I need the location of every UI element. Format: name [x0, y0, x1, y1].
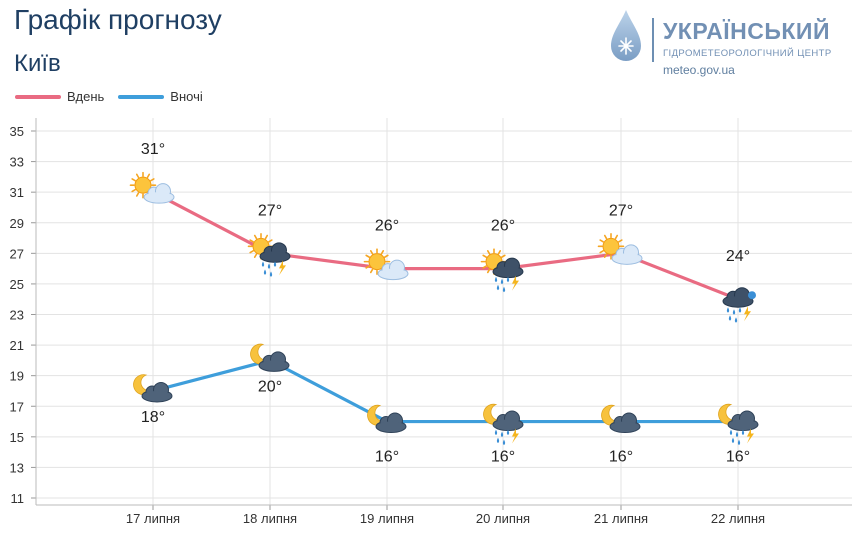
storm-cloud-icon	[259, 242, 291, 263]
y-tick-label: 27	[10, 246, 24, 261]
y-tick-label: 15	[10, 430, 24, 445]
rain-drops-icon	[729, 428, 754, 446]
sun-cloud-icon	[129, 171, 175, 204]
night-storm-cloud-icon	[492, 410, 524, 432]
chart-axes: 11 13 15 17 19 21 23 25 27 29 31 33 35 17 липня 18 лип…	[10, 118, 852, 526]
y-tick-label: 31	[10, 185, 24, 200]
data-label-night: 16°	[726, 449, 750, 466]
rain-drops-icon	[494, 275, 519, 293]
y-tick-label: 17	[10, 399, 24, 414]
data-label-day: 26°	[375, 218, 399, 235]
moon-cloud-icon	[250, 343, 290, 372]
sun-cloud-icon	[597, 233, 643, 265]
chart-grid	[36, 118, 852, 505]
x-tick-label: 21 липня	[594, 511, 648, 526]
moon-storm-rain-icon	[718, 403, 759, 446]
y-tick-label: 23	[10, 308, 24, 323]
night-cloud-icon	[375, 412, 407, 434]
rain-drops-icon	[261, 260, 286, 277]
data-label-day: 24°	[726, 248, 750, 265]
data-label-night: 16°	[491, 449, 515, 466]
y-tick-label: 21	[10, 338, 24, 353]
chart-legend: Вдень Вночі	[15, 89, 203, 104]
data-label-night: 16°	[609, 449, 633, 466]
moon-cloud-icon	[367, 404, 407, 434]
y-tick-label: 25	[10, 277, 24, 292]
y-tick-label: 35	[10, 124, 24, 139]
logo-line2: ГІДРОМЕТЕОРОЛОГІЧНИЙ ЦЕНТР	[663, 48, 832, 59]
y-tick-label: 13	[10, 460, 24, 475]
chart-weather-icons	[129, 171, 759, 446]
x-tick-label: 20 липня	[476, 511, 530, 526]
data-label-night: 18°	[141, 409, 165, 426]
moon-cloud-icon	[133, 374, 173, 403]
x-tick-label: 18 липня	[243, 511, 297, 526]
storm-cloud-icon	[722, 287, 754, 308]
series-line-night	[151, 358, 740, 424]
legend-label-night: Вночі	[170, 89, 203, 104]
rain-drops-icon	[494, 428, 519, 446]
hydromet-logo[interactable]: УКРАЇНСЬКИЙ ГІДРОМЕТЕОРОЛОГІЧНИЙ ЦЕНТР m…	[608, 6, 852, 78]
x-tick-label: 17 липня	[126, 511, 180, 526]
rain-drops-icon	[726, 306, 751, 323]
night-cloud-icon	[141, 381, 173, 403]
night-storm-cloud-icon	[727, 410, 759, 432]
city-name: Київ	[14, 50, 61, 77]
water-drop-icon	[611, 10, 641, 61]
data-label-day: 27°	[258, 202, 282, 219]
legend-item-night[interactable]: Вночі	[118, 89, 203, 104]
y-tick-label: 33	[10, 155, 24, 170]
sun-storm-rain-icon	[480, 248, 524, 293]
y-tick-label: 19	[10, 369, 24, 384]
x-tick-label: 19 липня	[360, 511, 414, 526]
series-line-day	[151, 190, 740, 301]
data-label-day: 27°	[609, 202, 633, 219]
data-label-day: 26°	[491, 218, 515, 235]
night-cloud-icon	[258, 351, 290, 372]
night-cloud-icon	[609, 412, 641, 434]
y-tick-label: 11	[11, 491, 25, 506]
chart-data-labels: 31° 27° 26° 26° 27° 24° 18° 20° 16° 16° 16° 16°	[141, 141, 750, 465]
data-label-night: 16°	[375, 449, 399, 466]
legend-swatch-night	[118, 94, 165, 99]
storm-cloud-icon	[492, 257, 524, 279]
legend-swatch-day	[15, 94, 61, 99]
cloud-icon	[143, 183, 175, 204]
chart-series-lines	[151, 190, 740, 424]
sun-cloud-icon	[363, 248, 409, 281]
logo-url: meteo.gov.ua	[663, 63, 735, 77]
moon-storm-rain-icon	[483, 403, 524, 446]
page-title: Графік прогнозу	[14, 4, 222, 35]
cloud-icon	[377, 259, 409, 281]
moon-cloud-icon	[601, 404, 641, 434]
sun-storm-rain-icon	[247, 233, 291, 277]
legend-label-day: Вдень	[67, 89, 105, 104]
cloud-icon	[611, 244, 643, 265]
legend-item-day[interactable]: Вдень	[15, 89, 104, 104]
x-tick-label: 22 липня	[711, 511, 765, 526]
logo-line1: УКРАЇНСЬКИЙ	[663, 18, 830, 44]
y-tick-label: 29	[10, 216, 24, 231]
sun-icon	[363, 248, 391, 275]
logo-divider	[652, 18, 654, 62]
storm-rain-icon	[722, 287, 756, 323]
data-label-day: 31°	[141, 141, 165, 158]
data-label-night: 20°	[258, 378, 282, 395]
